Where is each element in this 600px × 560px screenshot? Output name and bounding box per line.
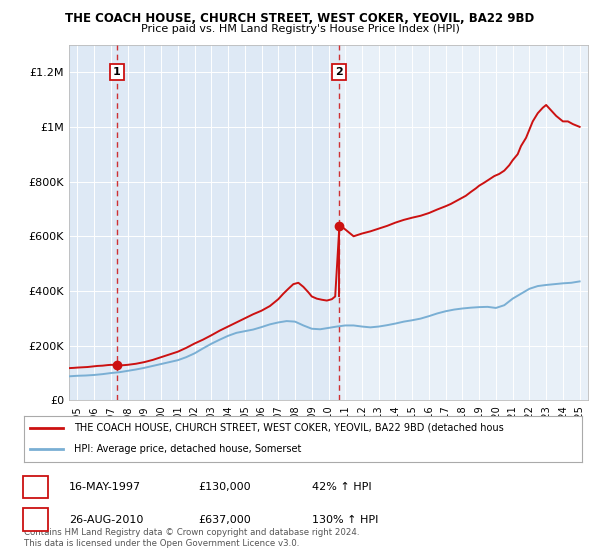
Text: THE COACH HOUSE, CHURCH STREET, WEST COKER, YEOVIL, BA22 9BD (detached hous: THE COACH HOUSE, CHURCH STREET, WEST COK… <box>74 423 504 432</box>
Bar <box>69 45 340 400</box>
Text: THE COACH HOUSE, CHURCH STREET, WEST COKER, YEOVIL, BA22 9BD: THE COACH HOUSE, CHURCH STREET, WEST COK… <box>65 12 535 25</box>
Text: HPI: Average price, detached house, Somerset: HPI: Average price, detached house, Some… <box>74 444 302 454</box>
Text: 42% ↑ HPI: 42% ↑ HPI <box>312 482 371 492</box>
Text: 26-AUG-2010: 26-AUG-2010 <box>69 515 143 525</box>
Text: 1: 1 <box>32 482 39 492</box>
Text: Price paid vs. HM Land Registry's House Price Index (HPI): Price paid vs. HM Land Registry's House … <box>140 24 460 34</box>
Text: Contains HM Land Registry data © Crown copyright and database right 2024.
This d: Contains HM Land Registry data © Crown c… <box>24 528 359 548</box>
Text: 130% ↑ HPI: 130% ↑ HPI <box>312 515 379 525</box>
Text: 1: 1 <box>113 67 121 77</box>
Text: 16-MAY-1997: 16-MAY-1997 <box>69 482 141 492</box>
Text: 2: 2 <box>32 515 39 525</box>
Text: 2: 2 <box>335 67 343 77</box>
Text: £637,000: £637,000 <box>198 515 251 525</box>
Text: £130,000: £130,000 <box>198 482 251 492</box>
